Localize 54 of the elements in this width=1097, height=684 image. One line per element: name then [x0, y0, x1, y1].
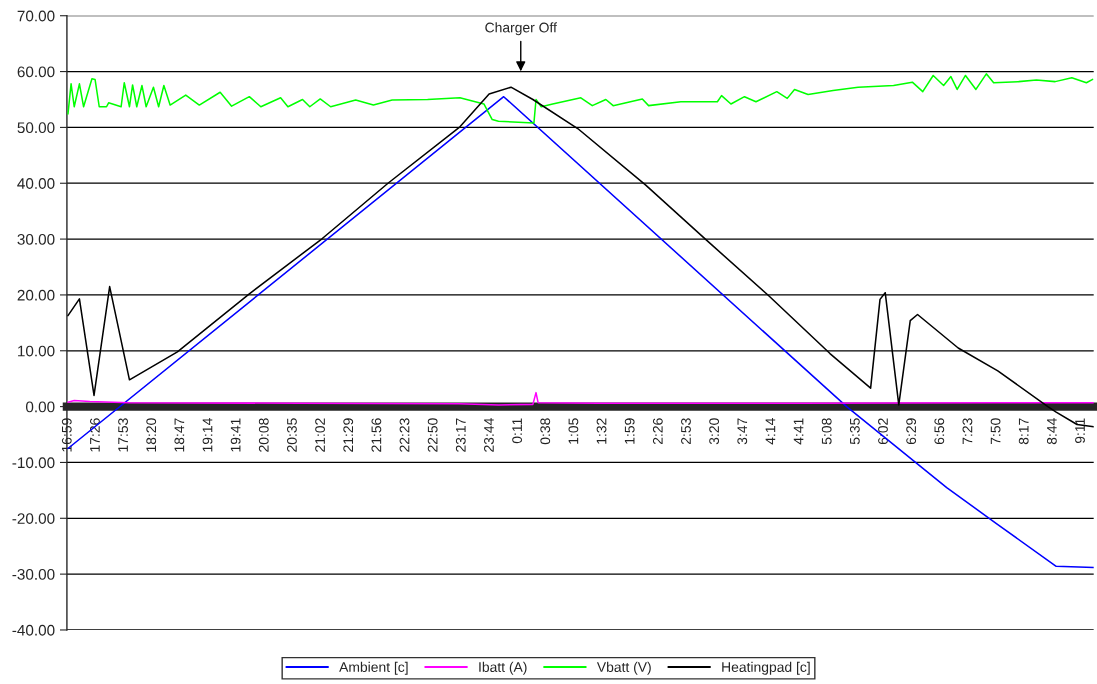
annotation: Charger Off — [485, 22, 557, 36]
x-tick-label: 6:56 — [934, 418, 945, 445]
x-tick-label: 1:05 — [568, 418, 579, 444]
x-tick-label: 19:14 — [202, 418, 213, 452]
y-tick-label: 20.00 — [17, 289, 55, 301]
y-tick-label: -40.00 — [12, 624, 55, 636]
y-tick-label: 70.00 — [17, 10, 55, 22]
x-tick-label: 17:26 — [90, 418, 100, 452]
x-tick-label: 22:23 — [399, 418, 410, 452]
x-tick-label: 0:11 — [512, 418, 523, 444]
x-tick-label: 6:29 — [906, 418, 917, 445]
x-tick-label: 4:14 — [765, 418, 776, 445]
x-tick-label: 21:56 — [371, 418, 382, 452]
legend-label: Heatingpad [c] — [722, 661, 810, 675]
y-tick-label: 10.00 — [18, 345, 55, 357]
x-tick-label: 18:20 — [146, 418, 157, 452]
y-tick-label: 30.00 — [17, 233, 55, 245]
x-tick-label: 20:35 — [287, 418, 297, 452]
x-tick-label: 18:47 — [174, 418, 185, 452]
legend-label: Ambient [c] — [339, 661, 408, 675]
y-tick-label: 0.00 — [25, 401, 55, 413]
x-tick-label: 3:47 — [737, 418, 748, 445]
x-tick-label: 21:02 — [315, 418, 325, 452]
legend-label: Ibatt (A) — [479, 661, 527, 675]
x-tick-label: 17:53 — [118, 418, 128, 452]
y-tick-label: -20.00 — [12, 513, 55, 524]
x-tick-label: 6:02 — [878, 418, 888, 445]
legend-label: Vbatt (V) — [596, 661, 651, 675]
x-tick-label: 3:20 — [709, 418, 720, 445]
y-tick-label: 40.00 — [17, 178, 55, 189]
y-tick-label: 60.00 — [17, 66, 55, 78]
x-tick-label: 8:17 — [1018, 418, 1029, 445]
x-tick-label: 0:38 — [540, 418, 551, 445]
x-tick-label: 1:32 — [596, 418, 607, 444]
x-tick-label: 2:53 — [681, 418, 691, 445]
x-tick-label: 22:50 — [427, 418, 438, 452]
x-tick-label: 8:44 — [1046, 418, 1057, 445]
x-tick-label: 2:26 — [652, 418, 663, 445]
x-tick-label: 5:35 — [849, 418, 860, 445]
x-tick-label: 1:59 — [624, 418, 635, 444]
x-tick-label: 19:41 — [230, 418, 241, 452]
x-tick-label: 21:29 — [343, 418, 354, 452]
x-tick-label: 7:50 — [990, 418, 1001, 445]
x-tick-label: 20:08 — [258, 418, 269, 452]
x-tick-label: 16:59 — [61, 418, 72, 452]
y-tick-label: -30.00 — [12, 568, 55, 580]
x-tick-label: 23:17 — [455, 418, 466, 452]
x-tick-label: 7:23 — [962, 418, 973, 445]
y-tick-label: 50.00 — [17, 122, 55, 134]
x-tick-label: 5:08 — [821, 418, 832, 445]
y-tick-label: -10.00 — [12, 457, 55, 469]
x-tick-label: 23:44 — [484, 418, 494, 452]
x-tick-label: 9:11 — [1075, 418, 1085, 444]
x-tick-label: 4:41 — [793, 418, 804, 445]
